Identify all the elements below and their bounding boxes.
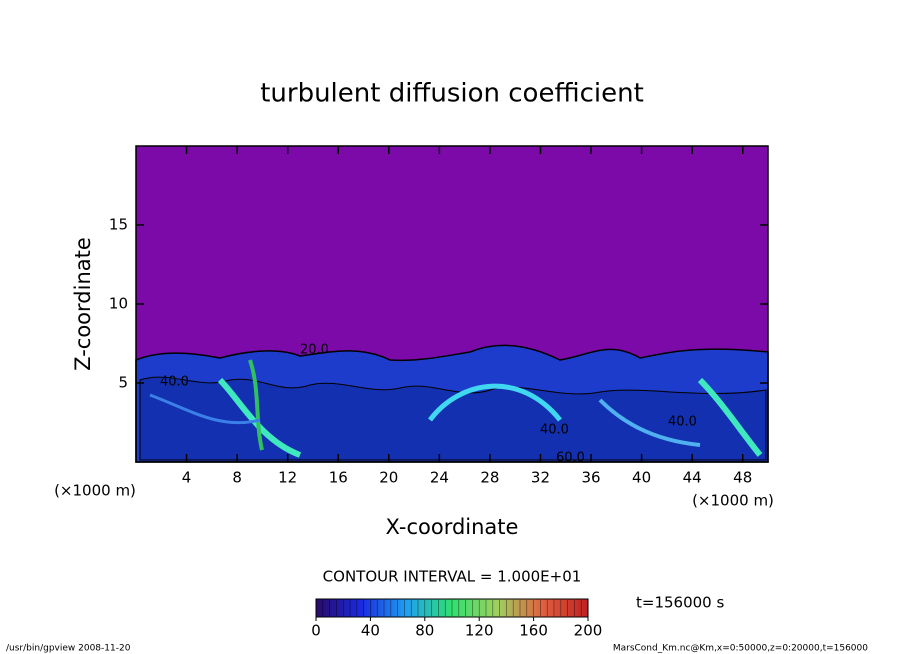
colorbar-tick-label: 160 — [519, 622, 548, 640]
y-tick-label: 15 — [109, 216, 128, 234]
contour-label: 40.0 — [668, 415, 697, 430]
contour-interval: CONTOUR INTERVAL = 1.000E+01 — [323, 568, 582, 586]
x-unit: (×1000 m) — [54, 482, 136, 500]
x-tick-label: 8 — [232, 469, 242, 487]
colorbar-tick-label: 80 — [415, 622, 434, 640]
contour-label: 40.0 — [540, 423, 569, 438]
chart-title: turbulent diffusion coefficient — [260, 79, 644, 109]
colorbar-tick-label: 40 — [361, 622, 380, 640]
x-tick-label: 28 — [480, 469, 499, 487]
footer-right: MarsCond_Km.nc@Km,x=0:50000,z=0:20000,t=… — [613, 644, 868, 654]
y-axis-label: Z-coordinate — [71, 237, 95, 371]
turbulent-layer — [135, 344, 769, 463]
colorbar-tick-label: 120 — [465, 622, 494, 640]
y-unit: (×1000 m) — [692, 492, 774, 510]
contour-label: 20.0 — [300, 343, 329, 358]
colorbar-tick-label: 200 — [574, 622, 603, 640]
y-tick-label: 10 — [109, 295, 128, 313]
x-tick-label: 4 — [182, 469, 192, 487]
x-tick-label: 12 — [278, 469, 297, 487]
footer-left: /usr/bin/gpview 2008-11-20 — [6, 644, 131, 654]
x-tick-label: 44 — [683, 469, 702, 487]
x-tick-label: 36 — [581, 469, 600, 487]
x-tick-label: 16 — [329, 469, 348, 487]
contour-label: 40.0 — [160, 375, 189, 390]
x-axis-label: X-coordinate — [386, 515, 519, 539]
x-tick-label: 48 — [733, 469, 752, 487]
x-tick-label: 40 — [632, 469, 651, 487]
colorbar-tick-label: 0 — [311, 622, 321, 640]
y-tick-label: 5 — [118, 374, 128, 392]
time-label: t=156000 s — [636, 594, 724, 612]
x-tick-label: 32 — [531, 469, 550, 487]
x-tick-label: 24 — [430, 469, 449, 487]
contour-label: 60.0 — [556, 451, 585, 466]
x-tick-label: 20 — [379, 469, 398, 487]
